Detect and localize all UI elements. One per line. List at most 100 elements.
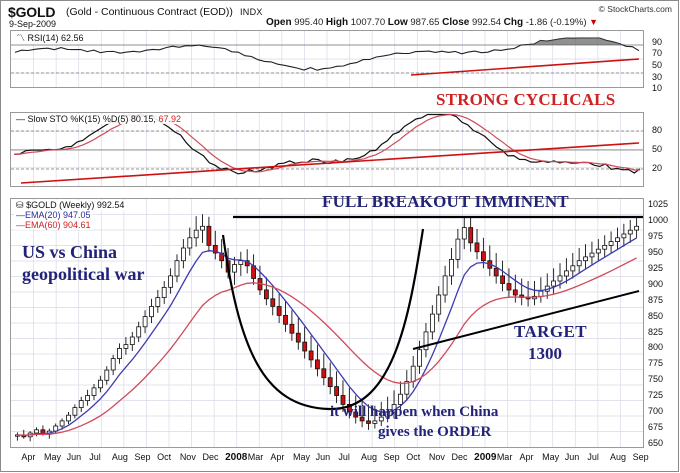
open-label: Open [266, 17, 292, 28]
price-y-tick: 850 [648, 310, 664, 321]
x-axis-tick: Nov [428, 452, 445, 462]
x-axis-tick: May [43, 452, 61, 462]
price-y-tick: 1000 [648, 215, 669, 226]
ema60-swatch: — [16, 220, 25, 230]
ema20-text: EMA(20) 947.05 [25, 210, 91, 220]
rsi-y-tick: 10 [652, 83, 663, 94]
symbol-description: (Gold - Continuous Contract (EOD)) [66, 6, 233, 18]
stochastic-panel [10, 112, 644, 187]
open-value: 995.40 [294, 17, 324, 28]
stochastic-sep: , [153, 114, 156, 124]
x-axis-tick: Jun [315, 452, 331, 462]
price-y-tick: 875 [648, 294, 664, 305]
quote-date: 9-Sep-2009 [9, 19, 57, 29]
x-axis-tick: Sep [134, 452, 151, 462]
x-axis-tick: Sep [632, 452, 649, 462]
rsi-y-tick: 90 [652, 36, 663, 47]
x-axis-tick: 2008 [225, 452, 248, 463]
ema60-line [17, 257, 637, 436]
ema20-line [17, 237, 637, 437]
price-y-tick: 750 [648, 374, 664, 385]
annotation-strong-cyclicals: STRONG CYCLICALS [436, 90, 616, 109]
change-label: Chg [503, 17, 524, 28]
annotation-target-line2: 1300 [528, 344, 562, 363]
stochastic-legend-dash: — [16, 114, 25, 124]
x-axis-tick: Dec [202, 452, 219, 462]
stochastic-y-tick: 80 [652, 125, 663, 135]
x-axis-tick: Sep [383, 452, 400, 462]
annotation-order-line1: it will happen when China [330, 404, 499, 420]
rsi-y-tick: 70 [652, 48, 663, 59]
price-y-tick: 775 [648, 358, 664, 369]
x-axis-tick: Jul [89, 452, 101, 462]
symbol-ticker: $GOLD [8, 4, 56, 20]
chart-header: $GOLD (Gold - Continuous Contract (EOD))… [4, 3, 675, 29]
x-axis-tick: Jun [564, 452, 580, 462]
close-value: 992.54 [471, 17, 502, 28]
price-y-tick: 650 [648, 437, 664, 448]
price-y-tick: 900 [648, 278, 664, 289]
x-axis-tick: Aug [610, 452, 627, 462]
x-axis-tick: Aug [111, 452, 128, 462]
x-axis-tick: Apr [270, 452, 285, 462]
x-axis-tick: Dec [451, 452, 468, 462]
low-value: 987.65 [410, 17, 440, 28]
price-y-tick: 950 [648, 247, 664, 258]
rsi-y-tick: 30 [652, 71, 663, 82]
x-axis-tick: Jul [587, 452, 599, 462]
high-value: 1007.70 [350, 17, 386, 28]
stochastic-d-value: 67.92 [158, 114, 181, 124]
x-axis-tick: Apr [21, 452, 36, 462]
stochastic-k-value: 80.15 [130, 114, 154, 124]
change-value: -1.86 (-0.19%) [525, 17, 587, 28]
stochastic-legend: — Slow STO %K(15) %D(5) 80.15, 67.92 [14, 114, 183, 124]
price-legend-icon: ⛁ [16, 200, 24, 210]
stockcharts-brand: © StockCharts.com [598, 4, 672, 14]
symbol-index-tag: INDX [240, 7, 263, 17]
x-axis-tick: Apr [519, 452, 534, 462]
x-axis-tick: May [293, 452, 311, 462]
annotation-full-breakout-imminent: FULL BREAKOUT IMMINENT [322, 192, 569, 211]
price-panel [10, 198, 644, 448]
x-axis-tick: Mar [496, 452, 513, 462]
x-axis-tick: Oct [406, 452, 421, 462]
close-label: Close [442, 17, 470, 28]
x-axis-tick: May [542, 452, 560, 462]
rsi-legend: 〽 RSI(14) 62.56 [14, 31, 86, 44]
price-plot [11, 199, 643, 447]
price-y-tick: 825 [648, 326, 664, 337]
x-axis-tick: Jun [66, 452, 82, 462]
high-label: High [325, 17, 349, 28]
price-legend-ema20: —EMA(20) 947.05 [14, 210, 93, 220]
annotation-us-vs-china-line2: geopolitical war [22, 264, 145, 284]
annotation-target-line1: TARGET [514, 322, 587, 341]
rsi-panel [10, 30, 644, 88]
price-y-tick: 975 [648, 231, 664, 242]
stochastic-y-tick: 20 [652, 163, 663, 173]
change-down-arrow: ▼ [589, 17, 599, 27]
price-y-tick: 725 [648, 390, 664, 401]
x-axis-tick: Oct [157, 452, 172, 462]
rsi-y-tick: 50 [652, 60, 663, 70]
ema20-swatch: — [16, 210, 25, 220]
x-axis: Apr May Jun Jul Aug Sep Oct Nov Dec 2008 Mar Apr May… [10, 450, 648, 470]
price-legend-ema60: —EMA(60) 904.61 [14, 220, 93, 230]
ema60-text: EMA(60) 904.61 [25, 220, 91, 230]
price-legend-text: $GOLD (Weekly) 992.54 [26, 200, 125, 210]
rsi-plot [11, 31, 643, 87]
x-axis-tick: Aug [360, 452, 377, 462]
price-y-tick: 700 [648, 406, 664, 417]
annotation-order-line2: gives the ORDER [378, 424, 492, 440]
price-y-tick: 800 [648, 342, 664, 353]
annotation-us-vs-china-line1: US vs China [22, 242, 118, 262]
stochastic-legend-text: Slow STO %K(15) %D(5) [27, 114, 129, 124]
x-axis-tick: Mar [247, 452, 264, 462]
cup-and-handle-arc [221, 228, 425, 411]
x-axis-tick: 2009 [474, 452, 497, 463]
handle-trendline [412, 290, 640, 350]
price-y-tick: 1025 [648, 199, 669, 210]
rsi-legend-text: RSI(14) 62.56 [27, 33, 84, 43]
low-label: Low [387, 17, 408, 28]
ohlc-summary: Open 995.40 High 1007.70 Low 987.65 Clos… [266, 17, 598, 28]
